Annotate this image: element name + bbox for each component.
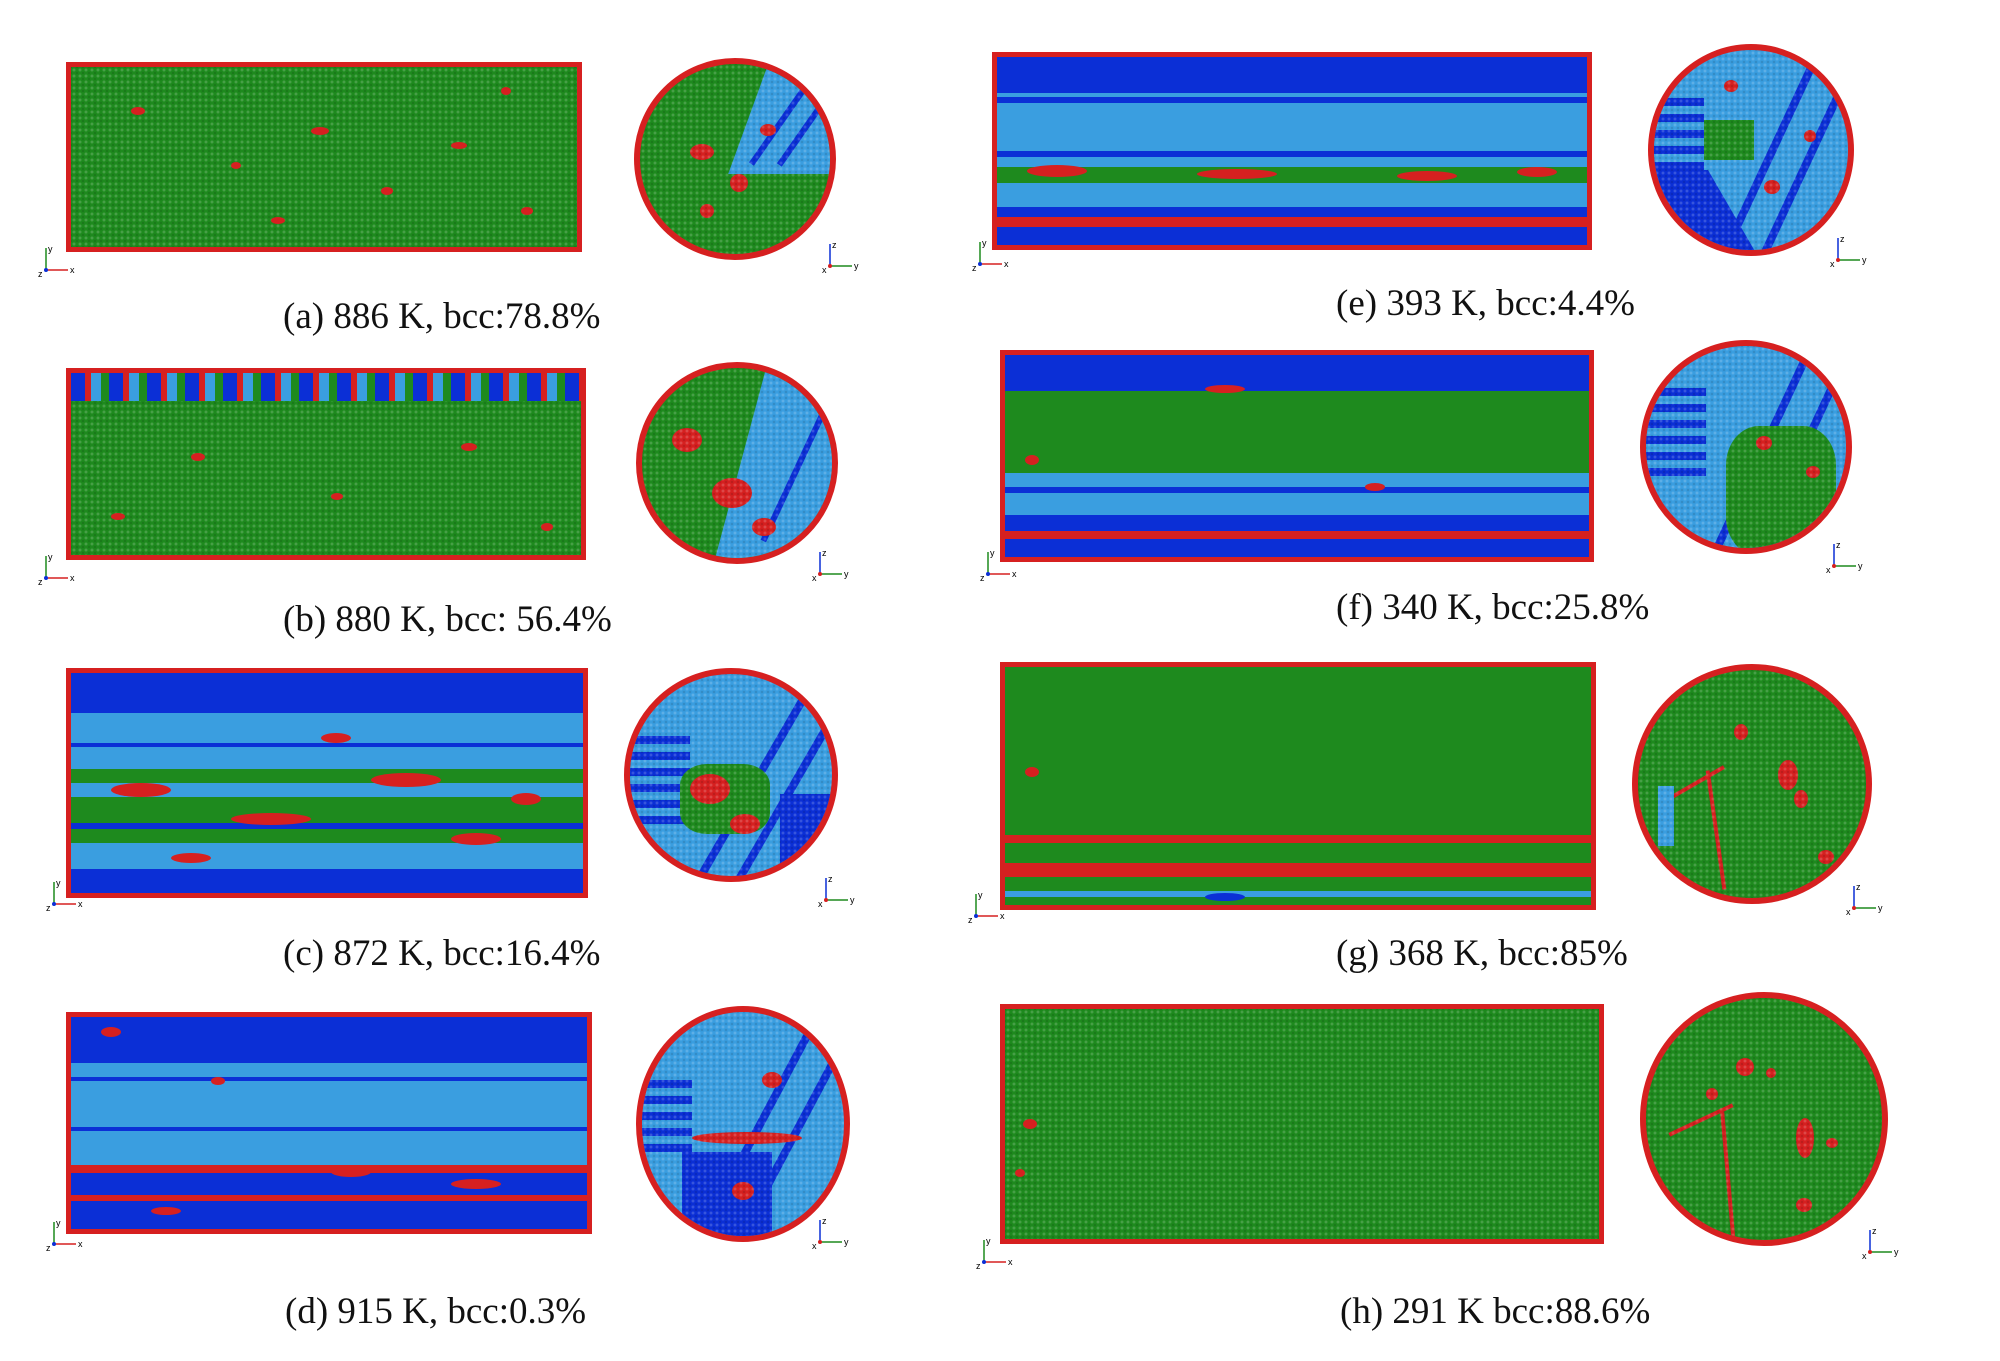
side-view-slab	[66, 668, 588, 898]
axis-z-label: z	[1840, 234, 1845, 244]
axis-x-label: x	[1862, 1251, 1867, 1260]
axis-triad-xy: y z x	[38, 242, 86, 278]
axis-z-label: z	[38, 577, 43, 586]
axis-x-label: x	[1846, 907, 1851, 916]
caption-e: (e) 393 K, bcc:4.4%	[1336, 283, 1635, 324]
axis-z-label: z	[1836, 540, 1841, 550]
axis-x-label: x	[78, 899, 83, 909]
axis-x-label: x	[1000, 911, 1005, 921]
axis-y-label: y	[990, 548, 995, 558]
axis-y-label: y	[48, 244, 53, 254]
axis-x-label: x	[1826, 565, 1831, 574]
cross-section-circle	[634, 58, 836, 260]
caption-d: (d) 915 K, bcc:0.3%	[285, 1291, 587, 1332]
axis-y-label: y	[48, 552, 53, 562]
axis-y-label: y	[982, 238, 987, 248]
axis-triad-yz: z x y	[812, 546, 860, 582]
axis-z-label: z	[828, 874, 833, 884]
caption-h: (h) 291 K bcc:88.6%	[1340, 1291, 1651, 1332]
caption-c: (c) 872 K, bcc:16.4%	[283, 933, 601, 974]
axis-y-label: y	[844, 1237, 849, 1247]
cross-section-circle	[1648, 44, 1854, 256]
axis-triad-yz: z x y	[1862, 1224, 1910, 1260]
cross-section-circle	[636, 1006, 850, 1242]
axis-y-label: y	[56, 878, 61, 888]
axis-x-label: x	[1008, 1257, 1013, 1267]
axis-triad-xy: y z x	[980, 546, 1028, 582]
axis-z-label: z	[832, 240, 837, 250]
axis-z-label: z	[976, 1261, 981, 1270]
side-view-slab	[66, 1012, 592, 1234]
axis-x-label: x	[812, 1241, 817, 1250]
axis-y-label: y	[56, 1218, 61, 1228]
axis-x-label: x	[1012, 569, 1017, 579]
axis-triad-xy: y z x	[976, 1234, 1024, 1270]
axis-z-label: z	[980, 573, 985, 582]
caption-a: (a) 886 K, bcc:78.8%	[283, 296, 601, 337]
side-view-slab	[1000, 1004, 1604, 1244]
axis-y-label: y	[1894, 1247, 1899, 1257]
axis-z-label: z	[822, 1216, 827, 1226]
side-view-slab	[66, 62, 582, 252]
axis-triad-xy: y z x	[46, 876, 94, 912]
axis-z-label: z	[46, 1243, 51, 1252]
cross-section-circle	[1640, 340, 1852, 554]
axis-x-label: x	[70, 573, 75, 583]
side-view-slab	[992, 52, 1592, 250]
cross-section-circle	[1632, 664, 1872, 904]
side-view-slab	[66, 368, 586, 560]
axis-z-label: z	[968, 915, 973, 924]
axis-x-label: x	[818, 899, 823, 908]
axis-triad-yz: z x y	[1830, 232, 1878, 268]
axis-z-label: z	[46, 903, 51, 912]
axis-x-label: x	[1004, 259, 1009, 269]
axis-triad-xy: y z x	[968, 888, 1016, 924]
axis-triad-xy: y z x	[972, 236, 1020, 272]
axis-z-label: z	[1856, 882, 1861, 892]
axis-y-label: y	[978, 890, 983, 900]
axis-triad-yz: z x y	[812, 1214, 860, 1250]
axis-triad-yz: z x y	[822, 238, 870, 274]
axis-y-label: y	[854, 261, 859, 271]
axis-y-label: y	[1862, 255, 1867, 265]
cross-section-circle	[636, 362, 838, 564]
axis-x-label: x	[1830, 259, 1835, 268]
axis-y-label: y	[986, 1236, 991, 1246]
axis-triad-yz: z x y	[818, 872, 866, 908]
axis-triad-yz: z x y	[1846, 880, 1894, 916]
axis-x-label: x	[70, 265, 75, 275]
axis-z-label: z	[38, 269, 43, 278]
axis-z-label: z	[822, 548, 827, 558]
caption-f: (f) 340 K, bcc:25.8%	[1336, 587, 1650, 628]
cross-section-circle	[1640, 992, 1888, 1246]
side-view-slab	[1000, 662, 1596, 910]
axis-x-label: x	[78, 1239, 83, 1249]
axis-x-label: x	[822, 265, 827, 274]
axis-x-label: x	[812, 573, 817, 582]
caption-b: (b) 880 K, bcc: 56.4%	[283, 599, 612, 640]
axis-y-label: y	[1878, 903, 1883, 913]
axis-y-label: y	[850, 895, 855, 905]
axis-triad-xy: y z x	[46, 1216, 94, 1252]
axis-y-label: y	[1858, 561, 1863, 571]
axis-z-label: z	[1872, 1226, 1877, 1236]
cross-section-circle	[624, 668, 838, 882]
side-view-slab	[1000, 350, 1594, 562]
axis-triad-xy: y z x	[38, 550, 86, 586]
axis-z-label: z	[972, 263, 977, 272]
axis-triad-yz: z x y	[1826, 538, 1874, 574]
caption-g: (g) 368 K, bcc:85%	[1336, 933, 1628, 974]
axis-y-label: y	[844, 569, 849, 579]
